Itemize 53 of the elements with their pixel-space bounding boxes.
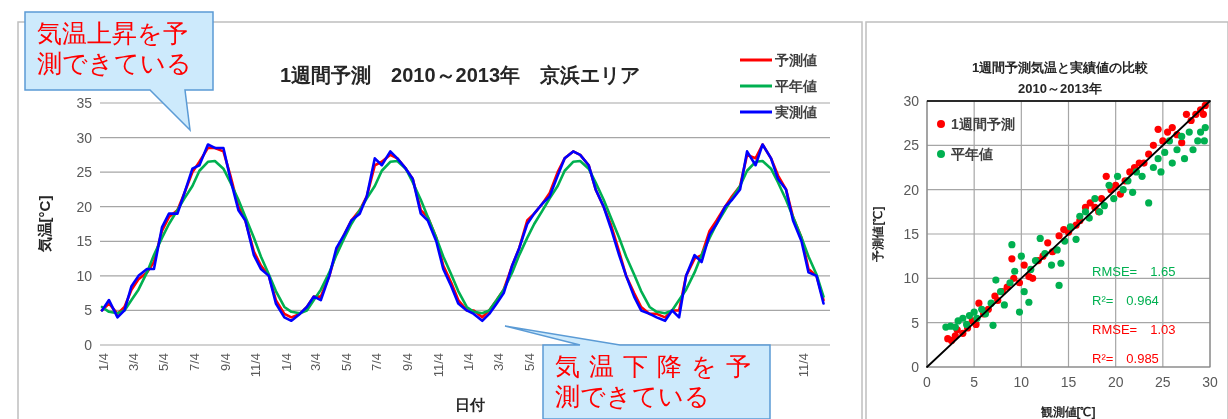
legend-label: 予測値 [774,52,817,68]
y-tick-label: 10 [76,267,93,284]
x-tick-label: 1/4 [96,353,112,372]
y-tick-label: 30 [903,93,920,109]
x-tick-label: 5/4 [156,353,172,372]
x-tick-label: 11/4 [430,353,446,378]
legend-label: 平年値 [950,146,993,162]
legend-label: 1週間予測 [951,116,1015,132]
annotation: R²= 0.985 [1092,351,1159,366]
x-tick-label: 11/4 [796,353,812,378]
x-tick-label: 7/4 [369,353,385,372]
annotation: RMSE= 1.03 [1092,322,1176,337]
annotation: R²= 0.964 [1092,293,1159,308]
y-tick-label: 5 [911,314,920,331]
y-tick-label: 25 [76,164,93,181]
x-axis-title: 日付 [455,396,485,413]
x-tick-label: 5/4 [521,353,537,372]
x-tick-label: 10 [1013,374,1030,390]
x-tick-label: 3/4 [308,353,324,372]
x-tick-label: 1/4 [461,353,477,372]
y-axis-title: 予測値[℃] [871,206,885,263]
x-tick-label: 3/4 [491,353,507,372]
x-tick-label: 3/4 [125,353,141,372]
legend-label: 実測値 [775,104,817,120]
y-tick-label: 15 [903,226,920,242]
x-tick-label: 7/4 [186,353,202,372]
x-tick-label: 9/4 [400,353,416,372]
x-axis-title: 観測値[℃] [1039,405,1096,419]
x-tick-label: 9/4 [217,353,233,372]
x-tick-label: 20 [1107,374,1124,390]
chart-title: 1週間予測 2010～2013年 京浜エリア [279,64,641,86]
y-tick-label: 35 [76,95,93,111]
y-axis-title: 気温[°C] [36,195,53,254]
chart-subtitle: 2010～2013年 [1018,81,1102,96]
x-tick-label: 1/4 [278,353,294,372]
annotation: RMSE= 1.65 [1092,264,1176,279]
x-tick-label: 11/4 [248,353,264,378]
x-tick-label: 0 [923,374,932,390]
chart-title: 1週間予測気温と実績値の比較 [971,60,1150,75]
y-tick-label: 30 [76,129,93,146]
y-tick-label: 5 [84,302,93,319]
y-tick-label: 10 [903,270,920,287]
y-tick-label: 15 [76,233,93,250]
x-tick-label: 15 [1060,374,1077,390]
y-tick-label: 20 [903,181,920,198]
x-tick-label: 5 [970,374,979,390]
y-tick-label: 20 [76,198,93,215]
x-tick-label: 5/4 [338,353,354,372]
x-tick-label: 25 [1155,374,1171,390]
y-tick-label: 0 [84,337,93,353]
x-tick-label: 30 [1202,374,1218,390]
y-tick-label: 25 [903,137,920,154]
legend-label: 平年値 [774,78,817,94]
